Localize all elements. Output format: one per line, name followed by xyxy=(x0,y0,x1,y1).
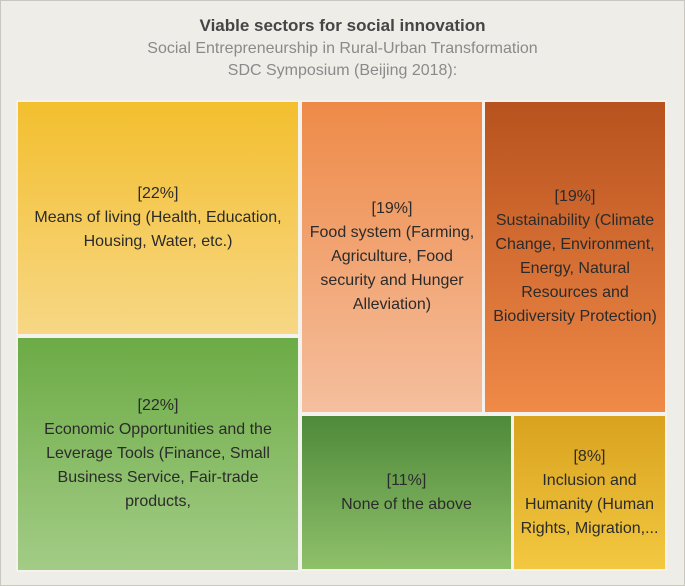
tile-percent-label: [8%] xyxy=(573,447,606,465)
tile-means-of-living: [22%] Means of living (Health, Education,… xyxy=(16,100,300,336)
tile-none-of-the-above: [11%] None of the above xyxy=(300,414,513,571)
tile-category-label: Inclusion and Humanity (Human Rights, Mi… xyxy=(520,471,659,537)
chart-titles: Viable sectors for social innovation Soc… xyxy=(0,14,685,82)
tile-percent-label: [22%] xyxy=(137,185,179,202)
tile-category-label: Sustainability (Climate Change, Environm… xyxy=(493,212,657,325)
tile-food-system: [19%] Food system (Farming, Agriculture, … xyxy=(300,100,484,414)
tile-category-label: Food system (Farming, Agriculture, Food … xyxy=(309,224,475,313)
tile-category-label: Means of living (Health, Education, Hous… xyxy=(34,209,282,250)
tile-percent-label: [19%] xyxy=(371,200,413,217)
tile-sustainability: [19%] Sustainability (Climate Change, Env… xyxy=(483,100,667,414)
chart-title: Viable sectors for social innovation xyxy=(199,16,486,35)
chart-subtitle-line-2: SDC Symposium (Beijing 2018): xyxy=(227,62,458,79)
tile-inclusion-and-humanity: [8%] Inclusion and Humanity (Human Rights… xyxy=(512,414,667,571)
chart-subtitle-line-1: Social Entrepreneurship in Rural-Urban T… xyxy=(147,40,538,57)
tile-percent-label: [19%] xyxy=(554,188,596,205)
tile-percent-label: [11%] xyxy=(386,471,427,489)
tile-category-label: Economic Opportunities and the Leverage … xyxy=(44,421,272,510)
tile-category-label: None of the above xyxy=(341,495,472,513)
tile-economic-opportunities: [22%] Economic Opportunities and the Leve… xyxy=(16,336,300,572)
tile-percent-label: [22%] xyxy=(137,397,179,414)
